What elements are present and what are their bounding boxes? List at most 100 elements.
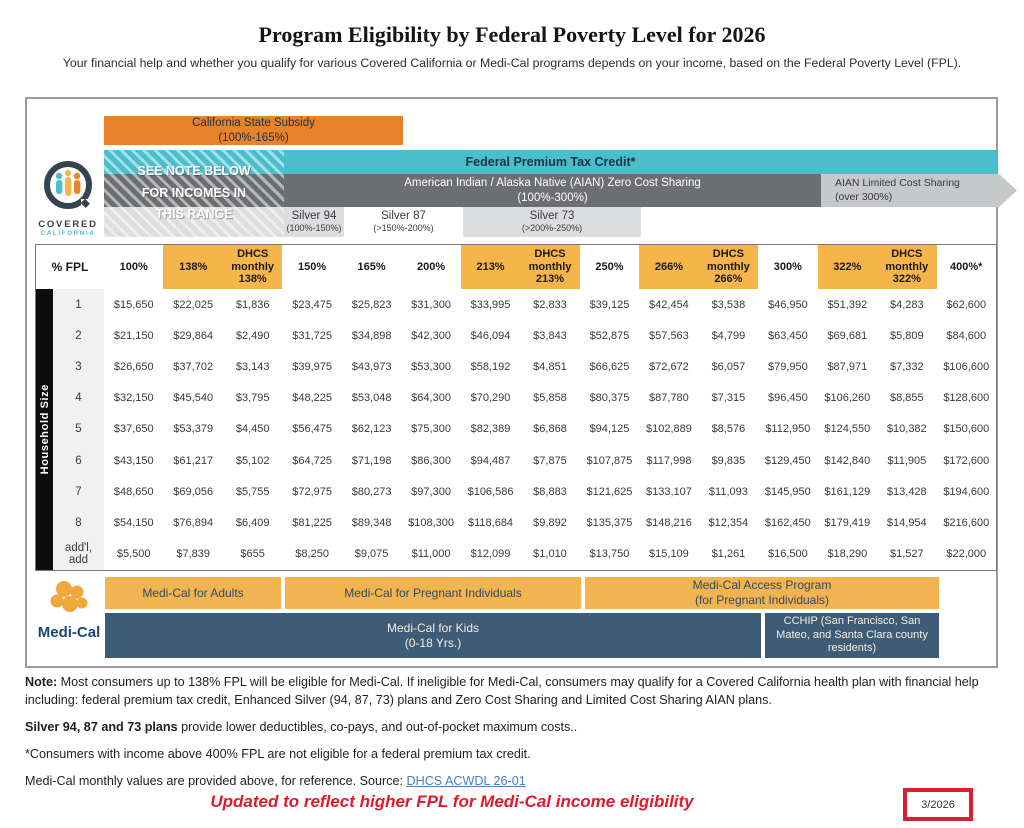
income-value: $86,300 bbox=[411, 454, 451, 467]
income-value: $8,883 bbox=[533, 485, 567, 498]
household-size-column: 1 2 3 4 5 6 7 8 add'l, add bbox=[53, 289, 104, 570]
income-value: $97,300 bbox=[411, 485, 451, 498]
footnote-note-lead: Note: bbox=[25, 675, 58, 689]
income-value: $5,858 bbox=[533, 392, 567, 405]
income-value: $89,348 bbox=[351, 517, 392, 530]
income-value: $655 bbox=[240, 548, 265, 561]
version-badge: 3/2026 bbox=[903, 788, 973, 821]
income-value: $58,192 bbox=[470, 361, 511, 374]
income-value: $18,290 bbox=[827, 548, 868, 561]
source-link[interactable]: DHCS ACWDL 26-01 bbox=[406, 773, 526, 788]
income-value: $1,261 bbox=[711, 548, 746, 561]
fpl-column-header: 138% bbox=[163, 245, 223, 289]
fpl-column-header: 213% bbox=[460, 245, 521, 289]
fpl-column-header: 400%* bbox=[950, 260, 983, 273]
income-value: $70,290 bbox=[470, 392, 511, 405]
income-value: $56,475 bbox=[292, 423, 332, 436]
income-value: $10,382 bbox=[886, 423, 927, 436]
income-value: $107,875 bbox=[586, 454, 633, 467]
income-value: $26,650 bbox=[113, 361, 154, 374]
income-value: $9,892 bbox=[533, 517, 567, 530]
band-medical-pregnant: Medi-Cal for Pregnant Individuals bbox=[285, 577, 581, 609]
income-value: $64,725 bbox=[292, 454, 332, 467]
fpl-column-header: DHCS monthly 266% bbox=[698, 245, 759, 289]
household-size-axis: Household Size bbox=[36, 289, 53, 570]
income-value: $2,833 bbox=[533, 298, 567, 311]
income-value: $161,129 bbox=[824, 485, 871, 498]
income-value: $12,099 bbox=[470, 548, 511, 561]
fpl-column-header: 200% bbox=[416, 260, 446, 273]
fpl-column-header: 250% bbox=[595, 260, 624, 273]
income-value: $8,855 bbox=[889, 392, 924, 405]
income-value: $128,600 bbox=[943, 392, 990, 405]
income-value: $121,625 bbox=[586, 485, 633, 498]
income-value: $48,650 bbox=[113, 485, 154, 498]
income-value: $57,563 bbox=[649, 329, 689, 342]
income-value: $39,975 bbox=[292, 361, 332, 374]
income-value: $53,048 bbox=[351, 392, 392, 405]
income-value: $118,684 bbox=[467, 517, 514, 530]
income-value: $75,300 bbox=[411, 423, 451, 436]
covered-california-logo: COVERED CALIFORNIA bbox=[35, 159, 101, 239]
income-value: $23,475 bbox=[292, 298, 332, 311]
footnote-note-body: Most consumers up to 138% FPL will be el… bbox=[25, 675, 979, 707]
income-value: $135,375 bbox=[586, 517, 633, 530]
fpl-table-border bbox=[35, 244, 997, 571]
income-value: $32,150 bbox=[113, 392, 154, 405]
income-value: $42,454 bbox=[649, 298, 689, 311]
income-value: $76,894 bbox=[173, 517, 214, 530]
income-value: $172,600 bbox=[943, 454, 990, 467]
income-value: $22,000 bbox=[946, 548, 987, 561]
footnote-silver-body: provide lower deductibles, co-pays, and … bbox=[177, 719, 578, 734]
income-value: $84,600 bbox=[946, 329, 987, 342]
fpl-column-header: 165% bbox=[357, 260, 386, 273]
income-value: $53,379 bbox=[173, 423, 214, 436]
household-size-value: 4 bbox=[75, 392, 82, 405]
income-value: $43,150 bbox=[113, 454, 154, 467]
income-value: $5,809 bbox=[889, 329, 924, 342]
income-value: $9,835 bbox=[711, 454, 746, 467]
income-value: $80,375 bbox=[589, 392, 630, 405]
income-value: $13,750 bbox=[589, 548, 630, 561]
income-value: $6,057 bbox=[711, 361, 746, 374]
band-silver-87: Silver 87 (>150%-200%) bbox=[346, 207, 461, 237]
household-size-value: 2 bbox=[75, 329, 82, 342]
income-value: $94,125 bbox=[589, 423, 630, 436]
income-value: $39,125 bbox=[589, 298, 630, 311]
income-value: $16,500 bbox=[767, 548, 808, 561]
income-value: $6,868 bbox=[533, 423, 567, 436]
household-size-axis-label: Household Size bbox=[38, 384, 51, 475]
income-value: $15,109 bbox=[649, 548, 689, 561]
income-value: $72,672 bbox=[649, 361, 689, 374]
income-value: $129,450 bbox=[764, 454, 811, 467]
silver-73-name: Silver 73 bbox=[529, 210, 575, 223]
income-value: $71,198 bbox=[351, 454, 392, 467]
income-value: $63,450 bbox=[767, 329, 808, 342]
income-value: $112,950 bbox=[765, 423, 811, 436]
income-value: $69,056 bbox=[173, 485, 214, 498]
income-value: $11,000 bbox=[411, 548, 451, 561]
income-value: $37,650 bbox=[113, 423, 154, 436]
income-value: $5,500 bbox=[116, 548, 151, 561]
income-value: $162,450 bbox=[764, 517, 811, 530]
covered-california-word1: COVERED bbox=[38, 219, 98, 230]
income-value: $46,094 bbox=[470, 329, 511, 342]
income-value: $117,998 bbox=[646, 454, 692, 467]
income-value: $1,836 bbox=[235, 298, 270, 311]
medical-logo: Medi-Cal bbox=[37, 579, 101, 655]
silver-73-range: (>200%-250%) bbox=[521, 222, 583, 233]
band-silver-94: Silver 94 (100%-150%) bbox=[284, 207, 344, 237]
income-value: $46,950 bbox=[767, 298, 808, 311]
see-note-overlay: SEE NOTE BELOW FOR INCOMES IN THIS RANGE bbox=[104, 150, 284, 237]
page-subtitle: Your financial help and whether you qual… bbox=[62, 56, 962, 70]
income-value: $51,392 bbox=[827, 298, 868, 311]
income-value: $7,839 bbox=[176, 548, 211, 561]
band-medical-access-program: Medi-Cal Access Program (for Pregnant In… bbox=[585, 577, 939, 609]
income-value: $87,971 bbox=[827, 361, 868, 374]
income-value: $8,250 bbox=[295, 548, 329, 561]
silver-87-name: Silver 87 bbox=[381, 210, 426, 223]
band-silver-73: Silver 73 (>200%-250%) bbox=[463, 207, 641, 237]
income-value: $11,905 bbox=[887, 454, 927, 467]
income-value: $108,300 bbox=[408, 517, 454, 530]
see-note-text: SEE NOTE BELOW FOR INCOMES IN THIS RANGE bbox=[137, 163, 251, 222]
